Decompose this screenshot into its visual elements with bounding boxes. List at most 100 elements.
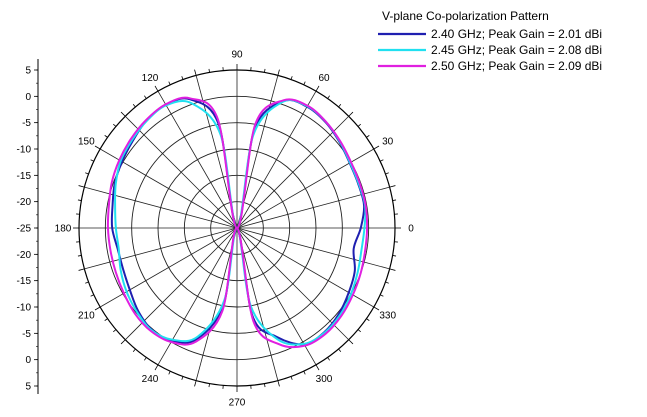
series-line-1	[110, 97, 366, 346]
angle-tick-mark	[94, 145, 101, 150]
angle-tick-mark	[357, 123, 361, 127]
angle-tick-mark	[357, 329, 361, 333]
angle-tick-mark	[380, 294, 384, 297]
angle-tick-mark	[338, 104, 342, 108]
radial-tick-label: 5	[25, 382, 31, 393]
radial-tick-label: -15	[17, 276, 32, 287]
angle-tick-mark	[348, 339, 354, 345]
angle-tick-mark	[380, 159, 384, 162]
grid-spoke	[236, 115, 350, 229]
angle-tick-label-300: 300	[316, 374, 333, 385]
angle-tick-mark	[385, 172, 389, 175]
angle-tick-label-150: 150	[78, 137, 95, 148]
angle-tick-mark	[144, 357, 147, 361]
angle-tick-mark	[315, 364, 320, 371]
angle-tick-mark	[338, 348, 342, 352]
angle-tick-mark	[168, 81, 171, 85]
angle-tick-label-0: 0	[408, 224, 414, 235]
radial-tick-label: -15	[17, 171, 32, 182]
grid-spoke	[84, 227, 238, 270]
angle-tick-label-240: 240	[142, 374, 159, 385]
radial-axis	[34, 59, 39, 394]
angle-tick-mark	[389, 185, 396, 188]
grid-spoke	[236, 186, 390, 229]
angle-tick-mark	[77, 255, 82, 257]
angle-tick-mark	[90, 294, 94, 297]
radial-tick-label: -20	[17, 250, 32, 261]
angle-tick-label-330: 330	[379, 311, 396, 322]
angle-tick-mark	[315, 85, 320, 92]
legend-title: V-plane Co-polarization Pattern	[382, 9, 549, 23]
angle-tick-mark	[208, 68, 210, 73]
angle-tick-mark	[113, 123, 117, 127]
radial-tick-label: -25	[17, 224, 32, 235]
angle-tick-mark	[208, 383, 210, 388]
angle-tick-mark	[373, 145, 380, 150]
angle-tick-label-30: 30	[382, 137, 394, 148]
angle-tick-mark	[366, 318, 370, 321]
angle-tick-mark	[78, 185, 85, 188]
angle-tick-mark	[327, 95, 330, 99]
angle-tick-mark	[132, 104, 136, 108]
angle-tick-mark	[385, 281, 389, 284]
angle-tick-mark	[389, 268, 396, 271]
angle-tick-mark	[277, 69, 280, 76]
angle-tick-labels: 0 30 60 90 120 150 180 210 240 270 300 330	[55, 50, 415, 409]
radial-tick-label: -10	[17, 145, 32, 156]
legend-label-1: 2.40 GHz; Peak Gain = 2.01 dBi	[431, 27, 602, 41]
angle-tick-mark	[104, 135, 108, 138]
radial-tick-label: -5	[22, 118, 31, 129]
angle-tick-label-270: 270	[229, 398, 246, 409]
grid-spoke	[99, 227, 238, 308]
grid-spoke	[124, 115, 238, 229]
angle-tick-label-90: 90	[231, 50, 243, 61]
angle-tick-mark	[78, 268, 85, 271]
series-line-3	[106, 96, 369, 349]
angle-tick-mark	[290, 376, 293, 380]
angle-tick-mark	[373, 306, 380, 311]
angle-tick-mark	[194, 69, 197, 76]
angle-tick-mark	[303, 81, 306, 85]
angle-tick-mark	[392, 199, 397, 201]
grid-spoke	[236, 148, 375, 229]
angle-tick-label-60: 60	[318, 73, 330, 84]
angle-tick-mark	[85, 172, 89, 175]
angle-tick-mark	[77, 199, 82, 201]
angle-tick-mark	[264, 68, 266, 73]
grid-spoke	[236, 227, 279, 381]
legend-label-3: 2.50 GHz; Peak Gain = 2.09 dBi	[431, 59, 602, 73]
angle-tick-mark	[290, 76, 293, 80]
angle-tick-label-210: 210	[78, 311, 95, 322]
angle-tick-mark	[120, 339, 126, 345]
angle-tick-mark	[366, 135, 370, 138]
angle-tick-mark	[303, 371, 306, 375]
grid-spoke	[236, 90, 317, 229]
angle-tick-mark	[132, 348, 136, 352]
angle-tick-mark	[348, 111, 354, 117]
angle-tick-mark	[120, 111, 126, 117]
angle-tick-label-120: 120	[142, 73, 159, 84]
angle-tick-mark	[168, 371, 171, 375]
angle-tick-mark	[277, 380, 280, 387]
angle-tick-mark	[264, 383, 266, 388]
radial-tick-label: -20	[17, 197, 32, 208]
grid-spoke	[236, 227, 317, 366]
angle-tick-mark	[90, 159, 94, 162]
angle-tick-mark	[154, 364, 159, 371]
radial-tick-labels: 5 0 -5 -10 -15 -20 -25 -20 -15 -10 -5 0 5	[17, 66, 32, 393]
grid-spoke	[157, 90, 238, 229]
radial-tick-label: 5	[25, 66, 31, 77]
angle-tick-mark	[113, 329, 117, 333]
angle-tick-mark	[94, 306, 101, 311]
angle-tick-mark	[85, 281, 89, 284]
angle-tick-mark	[194, 380, 197, 387]
radial-tick-label: 0	[25, 92, 31, 103]
series-group	[106, 96, 369, 349]
grid-spoke	[195, 227, 238, 381]
legend-label-2: 2.45 GHz; Peak Gain = 2.08 dBi	[431, 43, 602, 57]
grid-spoke	[236, 227, 350, 341]
radial-tick-label: -10	[17, 303, 32, 314]
angle-tick-mark	[392, 255, 397, 257]
angle-tick-mark	[154, 85, 159, 92]
